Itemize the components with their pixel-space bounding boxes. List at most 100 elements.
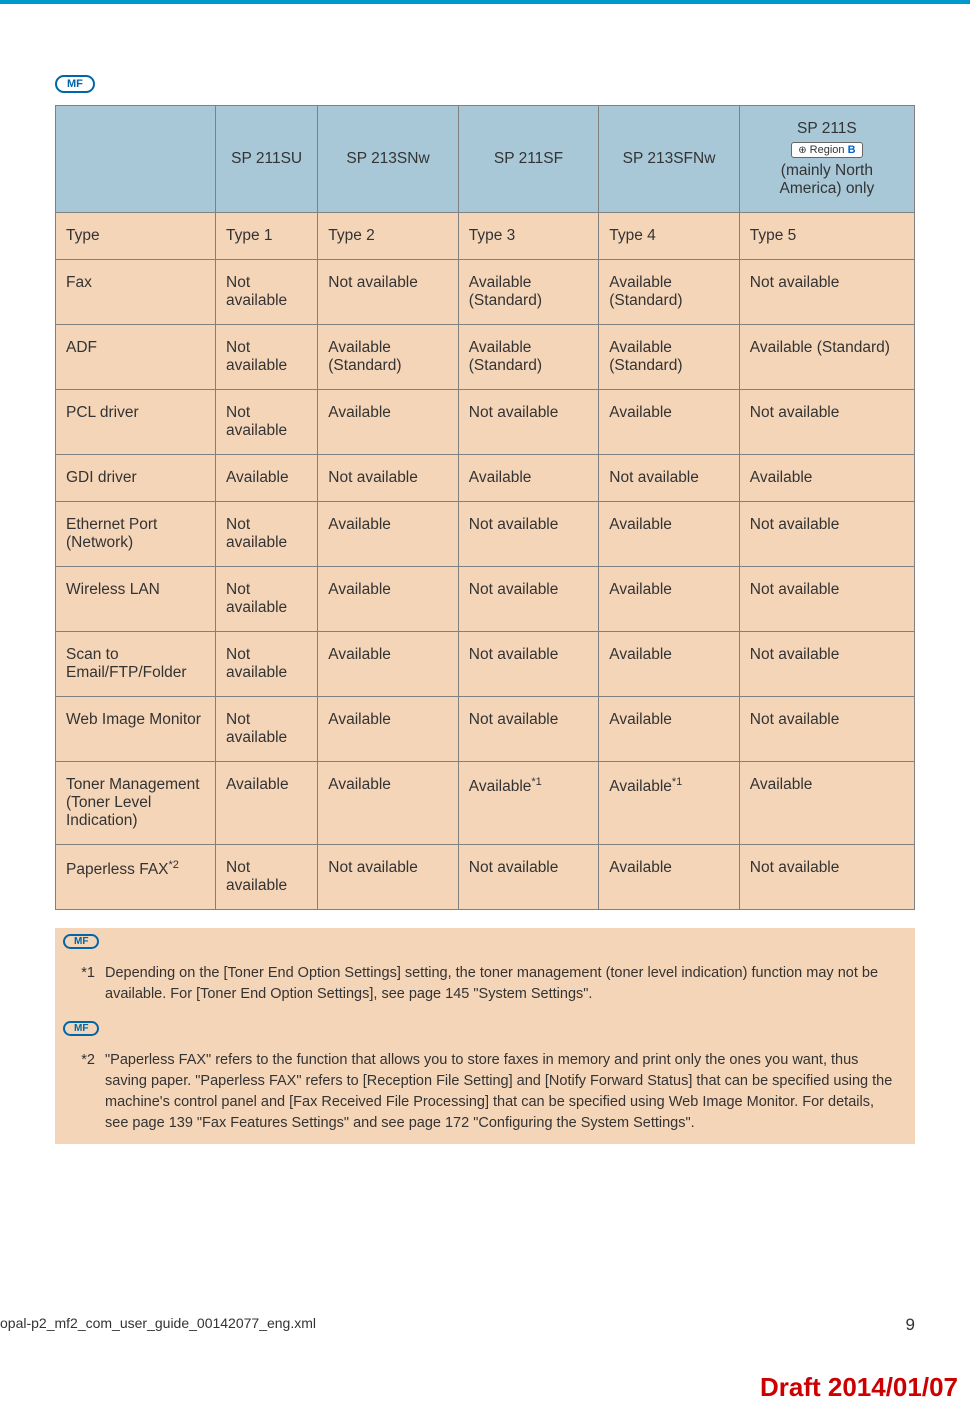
table-row: Toner Management (Toner Level Indication…	[56, 762, 915, 845]
feature-cell: Paperless FAX*2	[56, 845, 216, 910]
draft-watermark: Draft 2014/01/07	[760, 1372, 958, 1403]
mf-badge: MF	[55, 75, 95, 93]
table-row: ADFNot availableAvailable (Standard)Avai…	[56, 325, 915, 390]
table-row: PCL driverNot availableAvailableNot avai…	[56, 390, 915, 455]
data-cell: Available	[739, 455, 914, 502]
data-cell: Available*1	[599, 762, 740, 845]
data-cell: Available	[599, 697, 740, 762]
table-row: Wireless LANNot availableAvailableNot av…	[56, 567, 915, 632]
data-cell: Available	[216, 455, 318, 502]
data-cell: Not available	[216, 632, 318, 697]
data-cell: Not available	[599, 455, 740, 502]
data-cell: Available (Standard)	[599, 325, 740, 390]
footnote-block: *1 Depending on the [Toner End Option Se…	[55, 951, 915, 1015]
feature-table: SP 211SU SP 213SNw SP 211SF SP 213SFNw S…	[55, 105, 915, 910]
data-cell: Not available	[216, 845, 318, 910]
table-row: GDI driverAvailableNot availableAvailabl…	[56, 455, 915, 502]
header-col: SP 213SFNw	[599, 106, 740, 213]
footnote-row: *1 Depending on the [Toner End Option Se…	[69, 963, 901, 1005]
footnote-sup: *1	[531, 776, 541, 788]
footnote-text: "Paperless FAX" refers to the function t…	[105, 1050, 901, 1134]
data-cell: Available	[318, 567, 459, 632]
header-col: SP 211SU	[216, 106, 318, 213]
data-cell: Available (Standard)	[739, 325, 914, 390]
data-cell: Available (Standard)	[318, 325, 459, 390]
data-cell: Not available	[318, 845, 459, 910]
data-cell: Available	[216, 762, 318, 845]
data-cell: Not available	[458, 697, 599, 762]
data-cell: Available (Standard)	[458, 260, 599, 325]
data-cell: Available	[318, 502, 459, 567]
data-cell: Not available	[458, 567, 599, 632]
data-cell: Not available	[458, 845, 599, 910]
data-cell: Not available	[216, 697, 318, 762]
data-cell: Not available	[216, 502, 318, 567]
data-cell: Available	[599, 390, 740, 455]
header-col-title: SP 211S	[750, 120, 904, 138]
mf-badge: MF	[63, 934, 99, 949]
region-text: Region	[810, 144, 845, 156]
data-cell: Not available	[739, 697, 914, 762]
feature-cell: ADF	[56, 325, 216, 390]
data-cell: Available	[318, 390, 459, 455]
data-cell: Not available	[739, 567, 914, 632]
data-cell: Not available	[739, 845, 914, 910]
data-cell: Not available	[458, 390, 599, 455]
data-cell: Type 1	[216, 213, 318, 260]
header-col-subtext: (mainly North America) only	[750, 162, 904, 198]
feature-cell: Fax	[56, 260, 216, 325]
footnote-sup: *1	[672, 776, 682, 788]
data-cell: Available	[458, 455, 599, 502]
data-cell: Not available	[458, 502, 599, 567]
data-cell: Available (Standard)	[458, 325, 599, 390]
feature-cell: Ethernet Port (Network)	[56, 502, 216, 567]
page-content: MF SP 211SU SP 213SNw SP 211SF SP 213SFN…	[0, 4, 970, 1144]
data-cell: Not available	[216, 390, 318, 455]
data-cell: Not available	[318, 260, 459, 325]
data-cell: Not available	[739, 390, 914, 455]
region-letter: B	[848, 144, 856, 156]
table-row: FaxNot availableNot availableAvailable (…	[56, 260, 915, 325]
globe-icon: ⊕	[798, 145, 806, 156]
page-footer: opal-p2_mf2_com_user_guide_00142077_eng.…	[0, 1315, 970, 1335]
data-cell: Available	[599, 502, 740, 567]
feature-cell: Scan to Email/FTP/Folder	[56, 632, 216, 697]
mf-badge: MF	[63, 1021, 99, 1036]
footer-page-number: 9	[906, 1315, 915, 1335]
table-row: TypeType 1Type 2Type 3Type 4Type 5	[56, 213, 915, 260]
header-empty	[56, 106, 216, 213]
footnote-block: *2 "Paperless FAX" refers to the functio…	[55, 1038, 915, 1144]
footnote-marker: *2	[69, 1050, 95, 1134]
header-col: SP 213SNw	[318, 106, 459, 213]
data-cell: Available	[739, 762, 914, 845]
header-col-complex: SP 211S ⊕ Region B (mainly North America…	[739, 106, 914, 213]
header-col: SP 211SF	[458, 106, 599, 213]
data-cell: Type 4	[599, 213, 740, 260]
feature-cell: Toner Management (Toner Level Indication…	[56, 762, 216, 845]
table-row: Ethernet Port (Network)Not availableAvai…	[56, 502, 915, 567]
footer-filename: opal-p2_mf2_com_user_guide_00142077_eng.…	[0, 1315, 316, 1335]
table-row: Scan to Email/FTP/FolderNot availableAva…	[56, 632, 915, 697]
footnotes-section: MF *1 Depending on the [Toner End Option…	[55, 928, 915, 1144]
data-cell: Available	[318, 632, 459, 697]
data-cell: Not available	[739, 502, 914, 567]
data-cell: Type 3	[458, 213, 599, 260]
data-cell: Not available	[318, 455, 459, 502]
data-cell: Available	[599, 845, 740, 910]
feature-cell: PCL driver	[56, 390, 216, 455]
feature-cell: Wireless LAN	[56, 567, 216, 632]
footnote-marker: *1	[69, 963, 95, 1005]
data-cell: Available (Standard)	[599, 260, 740, 325]
footnote-row: *2 "Paperless FAX" refers to the functio…	[69, 1050, 901, 1134]
feature-cell: GDI driver	[56, 455, 216, 502]
footnote-sup: *2	[169, 859, 179, 871]
feature-cell: Type	[56, 213, 216, 260]
data-cell: Available	[599, 567, 740, 632]
table-header-row: SP 211SU SP 213SNw SP 211SF SP 213SFNw S…	[56, 106, 915, 213]
footnote-text: Depending on the [Toner End Option Setti…	[105, 963, 901, 1005]
table-row: Web Image MonitorNot availableAvailableN…	[56, 697, 915, 762]
data-cell: Available	[318, 697, 459, 762]
data-cell: Available*1	[458, 762, 599, 845]
data-cell: Not available	[458, 632, 599, 697]
data-cell: Available	[318, 762, 459, 845]
